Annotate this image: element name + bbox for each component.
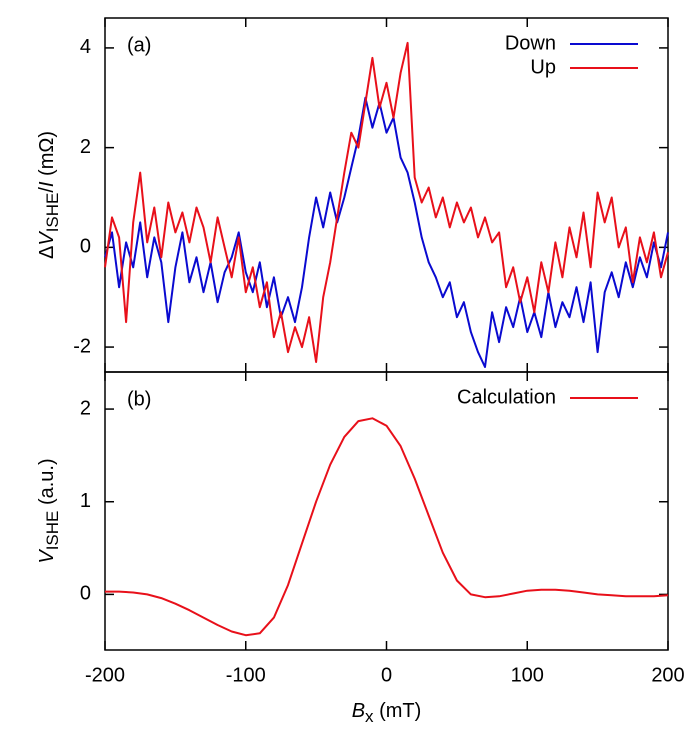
y-tick-label: 2 — [80, 397, 91, 419]
legend-label: Down — [505, 32, 556, 54]
x-tick-label: -200 — [85, 664, 125, 686]
y-tick-label: 0 — [80, 583, 91, 605]
y-axis-label-part: ISHE — [43, 193, 62, 233]
data-line — [104, 96, 669, 368]
y-tick-label: 4 — [80, 36, 91, 58]
legend-label: Calculation — [457, 386, 556, 408]
x-tick-label: 200 — [651, 664, 684, 686]
y-tick-label: 2 — [80, 136, 91, 158]
panel-label: (b) — [127, 388, 151, 410]
y-axis-label-part: (a.u.) — [36, 458, 58, 510]
x-tick-label: 100 — [511, 664, 544, 686]
panel-label: (a) — [127, 34, 151, 56]
y-axis-label-part: / — [36, 187, 58, 193]
y-axis-label: VISHE (a.u.) — [36, 458, 62, 563]
y-tick-label: 0 — [80, 236, 91, 258]
x-tick-label: -100 — [226, 664, 266, 686]
y-axis-label-part: ISHE — [43, 511, 62, 551]
data-line — [105, 417, 669, 637]
y-axis-label: ΔVISHE/I (mΩ) — [36, 131, 62, 259]
y-axis-label-part: V — [36, 549, 58, 564]
x-axis-label: Bx (mT) — [352, 700, 422, 726]
y-tick-label: 1 — [80, 490, 91, 512]
x-tick-label: 0 — [381, 664, 392, 686]
y-tick-label: -2 — [73, 335, 91, 357]
data-line — [104, 41, 669, 363]
y-axis-label-part: (mΩ) — [36, 131, 58, 182]
y-axis-label-part: V — [36, 231, 58, 246]
x-axis-label-part: x — [365, 707, 374, 726]
y-axis-label-part: Δ — [36, 246, 58, 259]
plot-frame — [104, 371, 669, 651]
x-axis-label-part: (mT) — [374, 700, 422, 722]
legend-label: Up — [530, 56, 556, 78]
y-axis-label-part: I — [36, 181, 58, 187]
x-axis-label-part: B — [352, 700, 365, 722]
